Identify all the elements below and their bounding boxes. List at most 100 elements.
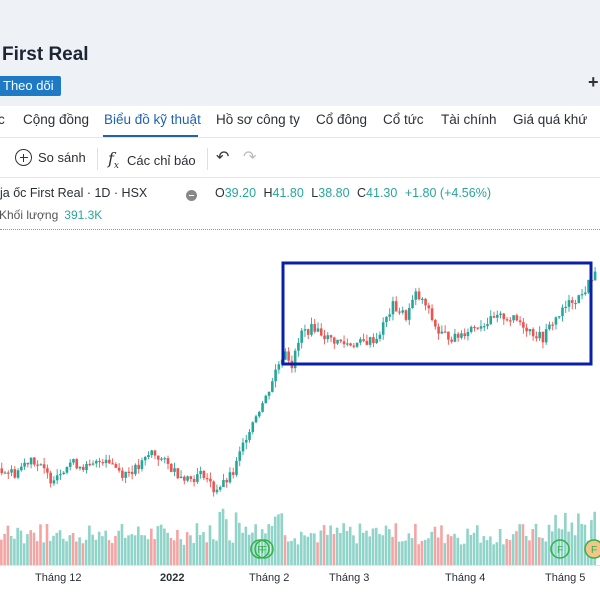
volume-bar <box>313 533 316 565</box>
candle-body <box>13 469 17 478</box>
volume-bar <box>508 539 512 565</box>
compare-icon <box>15 149 32 166</box>
volume-bar <box>335 527 339 565</box>
candle-body <box>407 307 411 320</box>
tab-dividends[interactable]: Cổ tức <box>383 112 424 127</box>
tab-financials[interactable]: Tài chính <box>441 112 497 127</box>
candle-body <box>499 313 502 315</box>
volume-bar <box>544 541 548 565</box>
volume-bar <box>42 542 46 565</box>
volume-bar <box>577 513 580 565</box>
tab-bar: c Cộng đồng Biểu đồ kỹ thuật Hồ sơ công … <box>0 106 600 138</box>
volume-bar <box>593 511 596 565</box>
volume-bar <box>401 541 404 565</box>
volume-bar <box>26 534 29 565</box>
candle-body <box>244 439 248 443</box>
candle-body <box>189 476 193 479</box>
candle-body <box>450 339 453 342</box>
tab-shareholders[interactable]: Cổ đông <box>316 112 368 127</box>
follow-button[interactable]: Theo dõi <box>0 76 61 96</box>
last-price-line <box>0 229 600 230</box>
candle-body <box>316 328 320 332</box>
candle-body <box>117 467 121 471</box>
indicators-label: Các chỉ báo <box>127 152 196 168</box>
volume-bar <box>117 530 121 565</box>
candle-body <box>0 468 4 474</box>
candle-body <box>49 472 52 484</box>
tab-community[interactable]: Cộng đồng <box>23 112 90 127</box>
indicators-button[interactable]: fx Các chỉ báo <box>108 149 196 171</box>
tab-partial[interactable]: c <box>0 112 5 127</box>
candle-body <box>88 463 92 466</box>
candle-body <box>492 316 496 318</box>
compare-button[interactable]: So sánh <box>15 149 86 166</box>
volume-bar <box>218 512 222 565</box>
volume-bar <box>166 532 169 565</box>
volume-bar <box>140 535 143 565</box>
volume-bar <box>16 527 19 565</box>
volume-bar <box>179 539 182 565</box>
candle-body <box>111 463 114 465</box>
volume-bar <box>267 524 270 565</box>
volume-bar <box>84 539 88 565</box>
volume-bar <box>456 537 460 565</box>
candle-body <box>104 459 108 464</box>
candle-body <box>166 458 170 464</box>
candle-body <box>362 339 365 341</box>
volume-bar <box>39 524 42 565</box>
price-chart[interactable]: FF F F <box>0 222 600 565</box>
candle-body <box>156 455 160 460</box>
candle-body <box>101 462 105 464</box>
candle-body <box>225 480 228 483</box>
volume-bar <box>583 524 587 565</box>
candle-body <box>39 464 43 466</box>
volume-bar <box>518 524 521 565</box>
candle-body <box>202 470 206 479</box>
volume-bar <box>48 540 52 565</box>
volume-bar <box>404 540 407 565</box>
volume-bar <box>384 525 388 565</box>
volume-bar <box>225 519 228 565</box>
volume-bar <box>163 528 166 565</box>
volume-bar <box>511 534 515 565</box>
plus-icon[interactable]: + <box>588 72 599 92</box>
tab-company-profile[interactable]: Hồ sơ công ty <box>216 112 300 127</box>
volume-bar <box>247 534 251 565</box>
volume-bar <box>150 528 153 565</box>
candle-body <box>6 472 10 474</box>
candle-body <box>238 451 242 461</box>
candle-body <box>46 468 49 473</box>
candle-body <box>469 326 473 333</box>
volume-bar <box>541 537 544 565</box>
volume-bar <box>502 544 505 565</box>
candle-body <box>81 466 85 470</box>
candle-body <box>319 328 323 336</box>
redo-icon[interactable]: ↷ <box>243 149 257 166</box>
candle-body <box>574 302 577 305</box>
hide-series-icon[interactable] <box>186 190 197 201</box>
volume-bar <box>449 536 453 565</box>
volume-bar <box>156 526 160 565</box>
candle-body <box>388 314 391 317</box>
candle-body <box>205 478 209 480</box>
candle-body <box>91 463 95 465</box>
tab-technical-chart[interactable]: Biểu đồ kỹ thuật <box>104 112 201 127</box>
volume-bar <box>414 523 417 565</box>
undo-icon[interactable]: ↶ <box>216 149 230 166</box>
candle-body <box>326 335 330 340</box>
candle-body <box>453 333 457 342</box>
candle-body <box>130 471 134 475</box>
tab-price-history[interactable]: Giá quá khứ <box>513 112 588 127</box>
volume-bar <box>52 535 55 565</box>
candle-body <box>222 480 225 488</box>
x-tick-label: Tháng 3 <box>329 572 370 584</box>
volume-bar <box>32 532 36 565</box>
volume-bar <box>342 523 345 565</box>
volume-bar <box>251 532 254 565</box>
candle-body <box>355 342 359 347</box>
volume-bar <box>153 539 156 565</box>
volume-bar <box>417 544 420 565</box>
candle-body <box>398 311 401 313</box>
candle-body <box>486 324 489 327</box>
volume-bar <box>283 535 287 565</box>
